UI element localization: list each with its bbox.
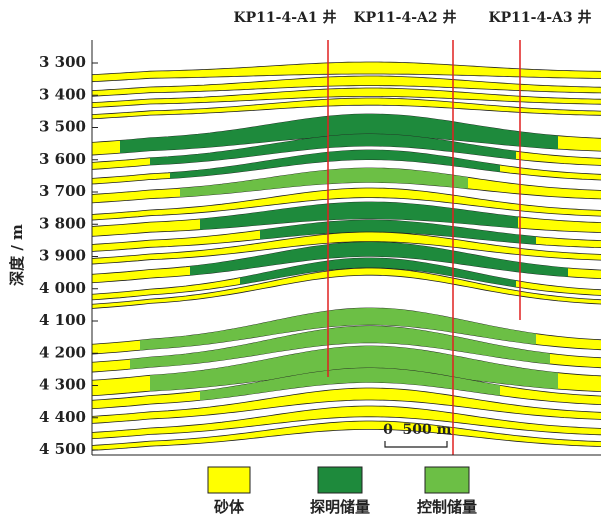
sand-layer [92,267,601,309]
legend-swatch [317,466,363,494]
y-tick-label: 4 000 [39,279,86,297]
scale-zero: 0 [383,422,393,438]
reserve-zone [260,220,536,245]
sand-layer [92,75,601,97]
sand-layer [92,420,601,451]
y-tick-label: 4 100 [39,311,86,329]
sand-layer [92,187,601,221]
reserve-zone [240,258,516,288]
well-label: KP11-4-A1 井 [233,9,336,26]
scale-bar: 0 500 m [383,422,452,448]
reserve-zone [120,114,558,154]
well-label: KP11-4-A3 井 [488,9,591,26]
sand-layer [92,231,601,265]
sand-layer [92,97,601,120]
legend-swatch [424,466,470,494]
reserve-zone [140,308,536,351]
reserve-zone [200,368,500,401]
legend-label: 砂体 [214,498,245,516]
sand-layer [92,61,601,83]
y-tick-label: 3 600 [39,150,86,168]
reserve-zone [150,134,516,165]
y-tick-label: 4 300 [39,376,86,394]
y-tick-label: 3 400 [39,85,86,103]
sand-layer [92,87,601,109]
reserve-zone [170,150,500,179]
y-tick-label: 3 800 [39,214,86,232]
reserve-zone [180,168,468,198]
reserve-zone [130,326,550,370]
wells: KP11-4-A1 井 KP11-4-A2 井 KP11-4-A3 井 [233,9,592,455]
y-tick-label: 4 500 [39,440,86,458]
y-tick-label: 3 900 [39,247,86,265]
y-tick-label: 4 200 [39,343,86,361]
well-label: KP11-4-A2 井 [353,9,456,26]
layers [92,61,601,451]
legend-swatch [207,466,251,494]
scale-line [384,441,448,448]
y-tick-label: 4 400 [39,408,86,426]
sand-layer [92,405,601,440]
legend-label: 探明储量 [310,498,370,516]
y-tick-label: 3 700 [39,182,86,200]
y-tick-label: 3 300 [39,53,86,71]
legend-label: 控制储量 [417,498,477,516]
y-axis-label: 深度 / m [8,224,26,286]
sand-layer [92,387,601,424]
y-tick-label: 3 500 [39,118,86,136]
reserve-zone [200,202,518,230]
reserve-zone [190,242,568,277]
scale-length: 500 m [403,422,452,438]
